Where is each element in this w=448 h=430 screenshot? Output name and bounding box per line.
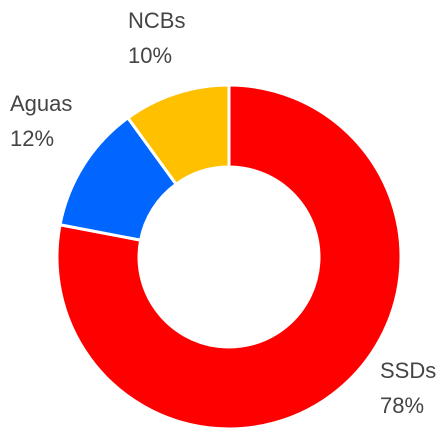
- slice-label-name: Aguas: [10, 91, 72, 116]
- slice-label-value: 10%: [128, 43, 172, 68]
- donut-slice: [55, 83, 403, 430]
- donut-slice: [125, 83, 231, 187]
- slice-label-name: SSDs: [380, 358, 436, 383]
- slice-label-value: 12%: [10, 126, 54, 151]
- slice-label-name: NCBs: [128, 8, 185, 33]
- slice-label-value: 78%: [380, 393, 424, 418]
